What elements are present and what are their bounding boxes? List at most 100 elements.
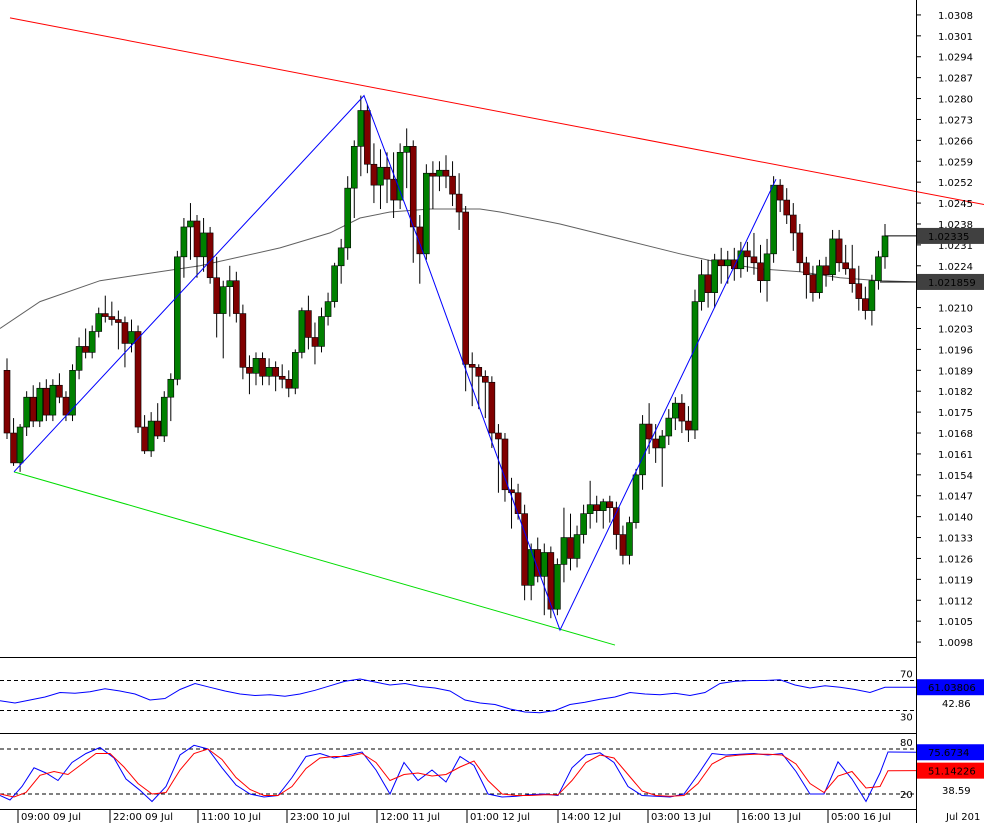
candle[interactable] bbox=[69, 364, 76, 422]
candle[interactable] bbox=[848, 244, 856, 293]
candle[interactable] bbox=[744, 241, 751, 272]
candle[interactable] bbox=[95, 307, 103, 338]
candle[interactable] bbox=[632, 468, 640, 529]
candle[interactable] bbox=[134, 325, 142, 434]
candle[interactable] bbox=[16, 424, 24, 472]
candle[interactable] bbox=[206, 226, 214, 284]
candle[interactable] bbox=[305, 295, 312, 350]
candle[interactable] bbox=[23, 391, 30, 437]
candle[interactable] bbox=[730, 247, 738, 281]
candle[interactable] bbox=[88, 325, 96, 359]
candle[interactable] bbox=[259, 352, 266, 386]
candle[interactable] bbox=[586, 480, 594, 529]
rsi-panel[interactable] bbox=[0, 678, 917, 714]
candle[interactable] bbox=[3, 358, 11, 439]
candle[interactable] bbox=[829, 229, 836, 281]
candle[interactable] bbox=[141, 415, 148, 454]
candle[interactable] bbox=[717, 247, 725, 284]
candle[interactable] bbox=[626, 516, 633, 565]
candle[interactable] bbox=[246, 355, 253, 395]
candle[interactable] bbox=[796, 223, 804, 272]
candle[interactable] bbox=[750, 232, 758, 275]
candle[interactable] bbox=[337, 238, 345, 284]
candle[interactable] bbox=[560, 507, 568, 583]
candle[interactable] bbox=[809, 265, 817, 302]
candle[interactable] bbox=[573, 525, 581, 568]
candle[interactable] bbox=[580, 504, 587, 544]
candle[interactable] bbox=[482, 370, 489, 419]
stochastic-panel[interactable] bbox=[0, 744, 917, 803]
candle[interactable] bbox=[554, 558, 561, 616]
candle[interactable] bbox=[298, 307, 306, 359]
candle[interactable] bbox=[252, 352, 260, 386]
candle[interactable] bbox=[75, 337, 83, 380]
candle[interactable] bbox=[462, 206, 469, 392]
candle[interactable] bbox=[167, 373, 175, 422]
candle[interactable] bbox=[239, 304, 247, 380]
candle[interactable] bbox=[724, 250, 732, 284]
candle[interactable] bbox=[324, 292, 332, 326]
candle[interactable] bbox=[101, 295, 109, 323]
candle[interactable] bbox=[311, 322, 319, 365]
candle[interactable] bbox=[691, 289, 699, 439]
candle[interactable] bbox=[364, 104, 371, 174]
candle[interactable] bbox=[390, 152, 397, 219]
candle[interactable] bbox=[416, 215, 424, 284]
candle[interactable] bbox=[285, 370, 293, 398]
candle[interactable] bbox=[645, 403, 653, 454]
candle[interactable] bbox=[10, 418, 17, 466]
price-panel[interactable] bbox=[0, 17, 984, 646]
candle[interactable] bbox=[357, 95, 365, 177]
candle[interactable] bbox=[678, 394, 686, 434]
candle[interactable] bbox=[495, 424, 502, 493]
candle[interactable] bbox=[763, 238, 771, 302]
candle[interactable] bbox=[383, 152, 391, 204]
candle[interactable] bbox=[547, 546, 555, 619]
candle[interactable] bbox=[272, 361, 279, 392]
candle[interactable] bbox=[567, 513, 574, 571]
candle[interactable] bbox=[108, 301, 116, 326]
candle[interactable] bbox=[147, 412, 155, 457]
candle[interactable] bbox=[36, 382, 44, 428]
candle[interactable] bbox=[43, 379, 50, 422]
candle[interactable] bbox=[508, 477, 515, 529]
candle[interactable] bbox=[154, 403, 162, 439]
candle[interactable] bbox=[593, 495, 601, 523]
candle[interactable] bbox=[534, 537, 542, 583]
candle[interactable] bbox=[370, 143, 378, 204]
candle[interactable] bbox=[377, 149, 384, 210]
candle[interactable] bbox=[344, 176, 352, 260]
candle[interactable] bbox=[455, 173, 463, 230]
candle[interactable] bbox=[200, 218, 207, 272]
candle[interactable] bbox=[396, 143, 404, 210]
candle[interactable] bbox=[757, 244, 764, 293]
candle[interactable] bbox=[468, 352, 476, 407]
candle[interactable] bbox=[350, 140, 358, 219]
candle[interactable] bbox=[711, 253, 718, 308]
candle[interactable] bbox=[56, 373, 63, 404]
candle[interactable] bbox=[449, 161, 456, 207]
candle[interactable] bbox=[521, 504, 528, 601]
candle[interactable] bbox=[423, 164, 430, 260]
candle[interactable] bbox=[606, 495, 614, 523]
candle[interactable] bbox=[501, 433, 509, 502]
candle[interactable] bbox=[475, 364, 483, 410]
candle[interactable] bbox=[855, 265, 863, 311]
candle[interactable] bbox=[331, 262, 338, 308]
candle[interactable] bbox=[704, 259, 712, 308]
candle[interactable] bbox=[121, 316, 129, 368]
candle[interactable] bbox=[318, 307, 325, 353]
candle[interactable] bbox=[233, 271, 240, 323]
candle[interactable] bbox=[868, 274, 876, 326]
candle[interactable] bbox=[128, 319, 135, 353]
candle[interactable] bbox=[49, 379, 57, 422]
candle[interactable] bbox=[658, 430, 666, 487]
candle[interactable] bbox=[783, 188, 791, 224]
candle[interactable] bbox=[803, 256, 810, 299]
candle[interactable] bbox=[291, 349, 299, 395]
candle[interactable] bbox=[842, 244, 849, 275]
candle[interactable] bbox=[278, 364, 286, 389]
candle[interactable] bbox=[226, 265, 234, 317]
candle[interactable] bbox=[193, 215, 201, 278]
candle[interactable] bbox=[685, 406, 692, 442]
